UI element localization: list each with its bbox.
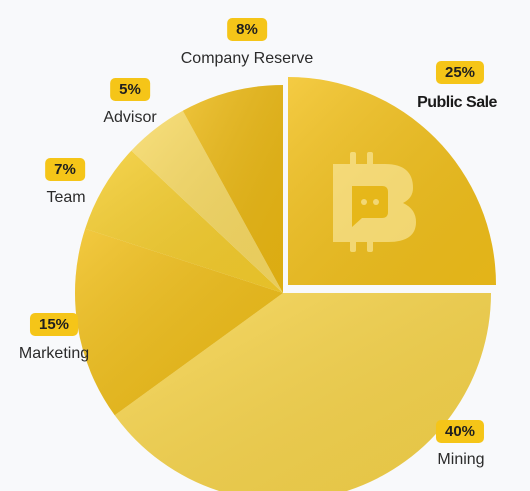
percent-badge-company-reserve: 8% bbox=[227, 18, 267, 41]
slice-label-public-sale: Public Sale bbox=[417, 94, 497, 111]
percent-badge-advisor: 5% bbox=[110, 78, 150, 101]
slice-label-mining: Mining bbox=[437, 451, 485, 468]
slice-label-company-reserve: Company Reserve bbox=[180, 50, 314, 67]
pie-slice-shade-marketing bbox=[74, 228, 283, 416]
pie-slice-shade-mining bbox=[114, 293, 491, 491]
slice-label-advisor: Advisor bbox=[103, 109, 157, 126]
pie-slice-shade-team bbox=[85, 150, 284, 293]
percent-badge-team: 7% bbox=[45, 158, 85, 181]
percent-badge-marketing: 15% bbox=[29, 313, 79, 336]
bitcoin-chat-icon bbox=[333, 152, 416, 252]
slice-label-marketing: Marketing bbox=[18, 345, 90, 362]
pie-slice-shade-advisor bbox=[131, 110, 283, 293]
slice-label-team: Team bbox=[46, 189, 86, 206]
percent-badge-public-sale: 25% bbox=[435, 61, 485, 84]
pie-slice-shade-company-reserve bbox=[182, 85, 283, 293]
percent-badge-mining: 40% bbox=[435, 420, 485, 443]
